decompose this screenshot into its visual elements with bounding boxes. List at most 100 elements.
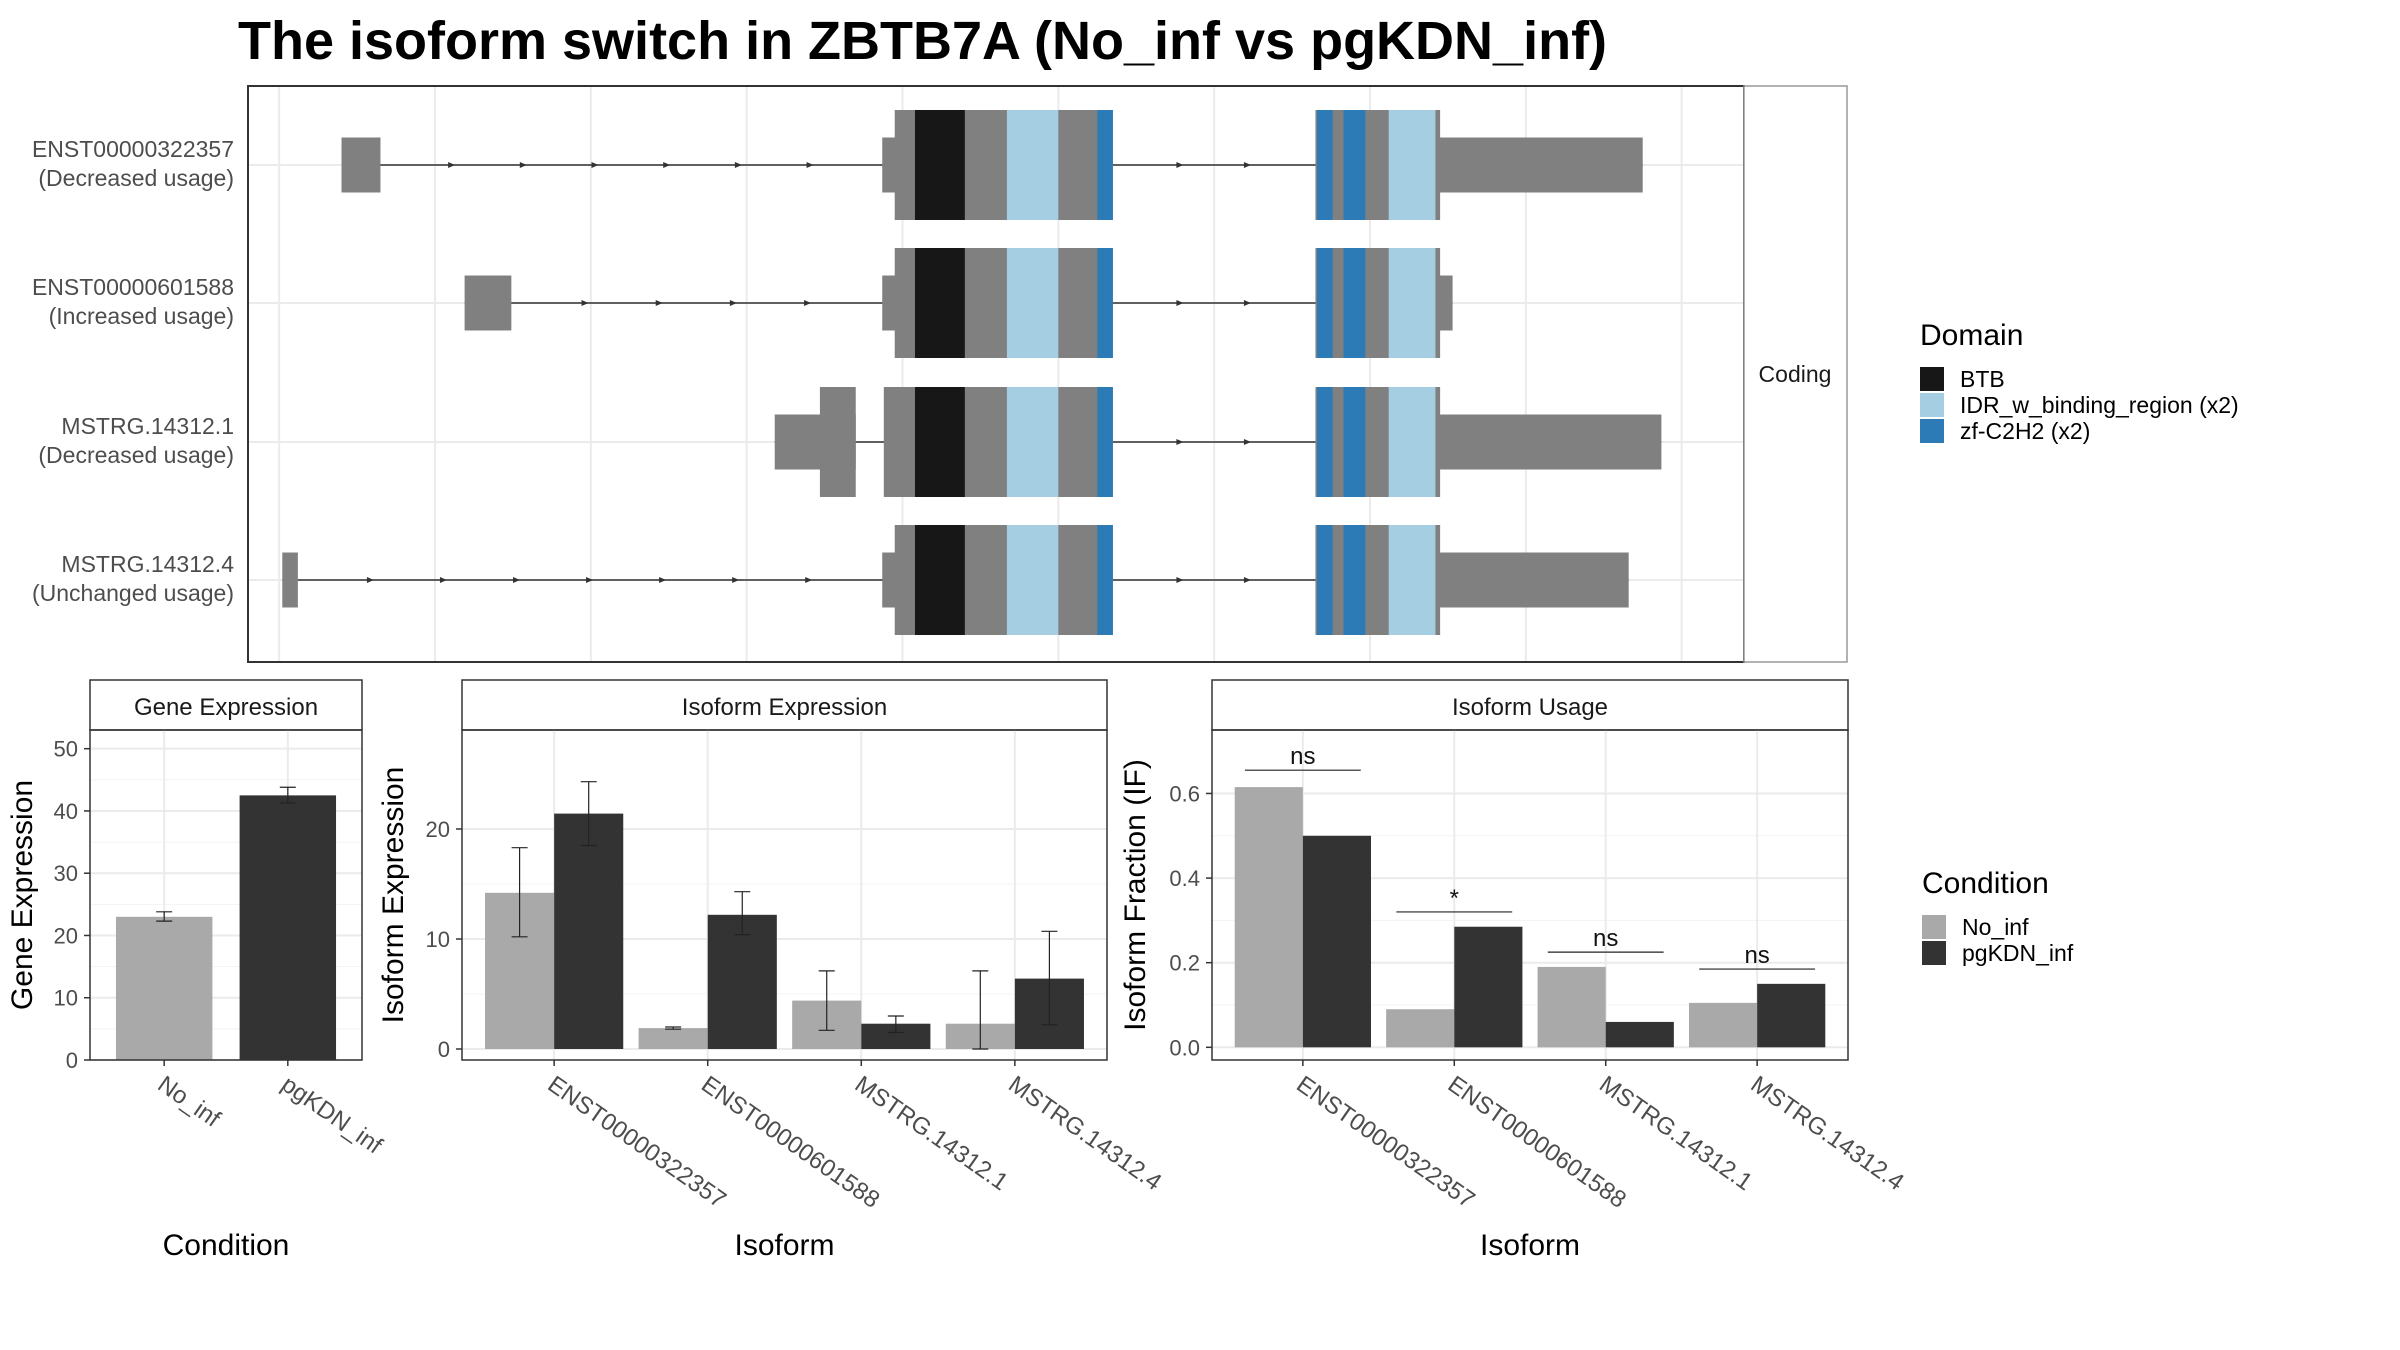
intron-arrow <box>663 162 671 168</box>
domain-block <box>1388 110 1436 220</box>
isoform-label: MSTRG.14312.4 <box>61 551 234 577</box>
intron-arrow <box>806 162 814 168</box>
y-tick-label: 0.0 <box>1169 1035 1200 1060</box>
bar <box>1454 926 1523 1048</box>
domain-legend-swatch <box>1920 393 1944 417</box>
x-tick-label: MSTRG.14312.4 <box>1003 1071 1166 1196</box>
x-tick-label: MSTRG.14312.1 <box>1594 1071 1757 1196</box>
x-tick-label: MSTRG.14312.1 <box>850 1071 1013 1196</box>
condition-legend-swatch <box>1922 941 1946 965</box>
domain-legend-label: BTB <box>1960 366 2005 392</box>
intron-arrow <box>366 577 374 583</box>
domain-legend-label: IDR_w_binding_region (x2) <box>1960 392 2239 418</box>
condition-legend-title: Condition <box>1922 867 2049 900</box>
usage-label: (Decreased usage) <box>38 442 234 468</box>
intron-arrow <box>1243 577 1251 583</box>
intron-arrow <box>586 577 594 583</box>
domain-legend-swatch <box>1920 367 1944 391</box>
usage-label: (Decreased usage) <box>38 165 234 191</box>
domain-block <box>914 387 965 497</box>
domain-block <box>1343 110 1366 220</box>
domain-legend-title: Domain <box>1920 319 2023 352</box>
utr-exon <box>464 275 512 331</box>
bar <box>707 914 777 1049</box>
intron-arrow <box>734 162 742 168</box>
y-tick-label: 0.2 <box>1169 951 1200 976</box>
domain-block <box>914 110 965 220</box>
panel-strip <box>89 679 363 731</box>
usage-label: (Unchanged usage) <box>32 580 234 606</box>
domain-block <box>1343 387 1366 497</box>
panel-strip <box>1211 679 1849 731</box>
panel-border <box>1211 729 1849 1061</box>
x-axis-title: Condition <box>163 1229 290 1262</box>
condition-legend-label: No_inf <box>1962 914 2029 940</box>
x-tick-label: MSTRG.14312.4 <box>1746 1071 1909 1196</box>
panel-border <box>89 729 363 1061</box>
domain-block <box>1343 525 1366 635</box>
bar <box>1757 983 1826 1048</box>
bar <box>239 795 337 1060</box>
usage-label: (Increased usage) <box>49 303 234 329</box>
y-tick-label: 50 <box>54 737 78 762</box>
y-tick-label: 30 <box>54 861 78 886</box>
domain-block <box>1097 248 1113 358</box>
y-tick-label: 0 <box>438 1037 450 1062</box>
domain-block <box>1317 387 1333 497</box>
intron-arrow <box>439 577 447 583</box>
bar <box>1302 835 1371 1048</box>
utr-exon <box>1424 552 1629 608</box>
y-tick-label: 20 <box>54 923 78 948</box>
domain-block <box>1006 387 1059 497</box>
y-axis-title: Isoform Fraction (IF) <box>1119 759 1152 1031</box>
intron-arrow <box>659 577 667 583</box>
bar <box>1537 966 1606 1048</box>
bar <box>554 813 624 1049</box>
panel-strip <box>461 679 1108 731</box>
condition-legend-swatch <box>1922 915 1946 939</box>
domain-block <box>1097 110 1113 220</box>
y-tick-label: 10 <box>426 927 450 952</box>
intron-arrow <box>1176 577 1184 583</box>
intron-arrow <box>591 162 599 168</box>
utr-exon <box>1424 137 1643 193</box>
intron-arrow <box>1243 439 1251 445</box>
y-axis-title: Gene Expression <box>6 780 39 1010</box>
y-tick-label: 20 <box>426 817 450 842</box>
x-tick-label: pgKDN_inf <box>276 1071 387 1160</box>
bar <box>1234 787 1303 1048</box>
domain-block <box>1006 248 1059 358</box>
intron-arrow <box>1176 439 1184 445</box>
y-tick-label: 0 <box>66 1048 78 1073</box>
intron-arrow <box>1243 162 1251 168</box>
panel-strip-label: Gene Expression <box>134 694 318 721</box>
intron-arrow <box>448 162 456 168</box>
x-axis-title: Isoform <box>1480 1229 1580 1262</box>
significance-label: ns <box>1290 743 1315 770</box>
intron-arrow <box>1243 300 1251 306</box>
y-tick-label: 0.4 <box>1169 866 1200 891</box>
cds-exon <box>819 387 856 497</box>
domain-block <box>1097 525 1113 635</box>
intron-arrow <box>519 162 527 168</box>
significance-label: ns <box>1744 942 1769 969</box>
structure-strip <box>1743 85 1848 663</box>
domain-block <box>1317 248 1333 358</box>
isoform-label: MSTRG.14312.1 <box>61 413 234 439</box>
domain-block <box>1388 248 1436 358</box>
intron-arrow <box>804 300 812 306</box>
utr-exon <box>282 552 298 608</box>
intron-arrow <box>1176 300 1184 306</box>
panel-strip-label: Isoform Usage <box>1452 694 1608 721</box>
domain-legend-swatch <box>1920 419 1944 443</box>
strip-label-coding: Coding <box>1759 361 1832 387</box>
domain-block <box>914 525 965 635</box>
intron-arrow <box>655 300 663 306</box>
isoform-label: ENST00000601588 <box>32 274 234 300</box>
condition-legend-label: pgKDN_inf <box>1962 940 2074 966</box>
domain-block <box>1006 110 1059 220</box>
intron-arrow <box>1176 162 1184 168</box>
bar <box>1689 1002 1758 1048</box>
